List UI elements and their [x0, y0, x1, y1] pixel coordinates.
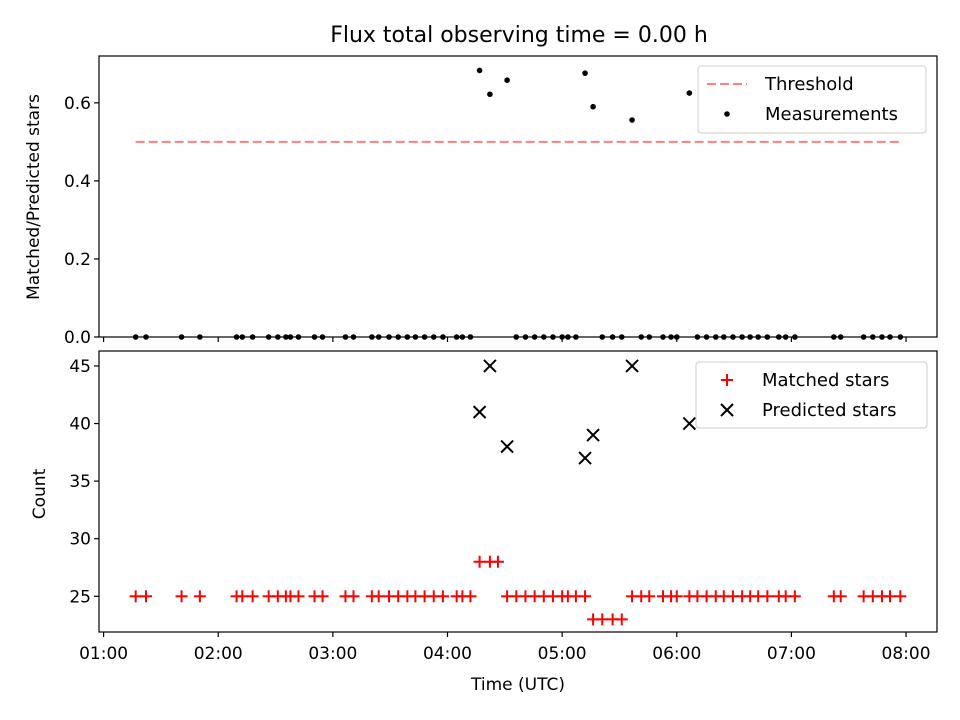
y-tick-label: 0.2	[64, 250, 91, 270]
predicted-stars-point	[578, 451, 592, 465]
matched-stars-point	[236, 590, 249, 603]
matched-stars-point	[140, 590, 153, 603]
x-tick-label: 04:00	[423, 644, 472, 664]
y-tick-label: 25	[69, 587, 91, 607]
matched-stars-point	[464, 590, 477, 603]
y-axis-label-counts: Count	[30, 468, 50, 519]
measurement-point	[590, 103, 596, 110]
predicted-stars-point	[682, 416, 697, 431]
x-tick-label: 02:00	[194, 644, 243, 664]
matched-stars-point	[246, 590, 259, 603]
legend-threshold-label: Threshold	[764, 74, 854, 95]
measurement-point	[487, 91, 493, 98]
panel-counts: 25 30 35 40 45 01:00 02:00 03:00 04:00 05:00 06:0…	[30, 350, 938, 695]
x-tick-label: 01:00	[79, 644, 128, 664]
y-tick-label: 0.6	[64, 94, 91, 114]
measurement-point	[582, 70, 588, 76]
measurement-point	[476, 67, 483, 74]
matched-stars-point	[643, 590, 656, 603]
y-tick-label: 0.0	[64, 328, 91, 348]
matched-stars-point	[372, 590, 385, 603]
y-axis-label-ratio: Matched/Predicted stars	[24, 94, 44, 300]
plot-frame-ratio	[98, 55, 938, 338]
matched-stars-point	[615, 613, 628, 626]
y-tick-label: 35	[69, 472, 91, 492]
x-tick-label: 06:00	[652, 644, 701, 664]
measurement-point	[686, 90, 693, 96]
matched-stars-point	[596, 613, 609, 626]
legend-counts: Matched stars Predicted stars	[695, 361, 928, 429]
predicted-stars-point	[500, 439, 514, 454]
matched-stars-point	[129, 590, 142, 603]
y-tick-label: 45	[69, 357, 91, 377]
legend-ratio: Threshold Measurements	[697, 65, 927, 134]
legend-matched-swatch	[721, 374, 733, 386]
panel-ratio: 0.0 0.2 0.4 0.6 Matched/Predicted stars Thr…	[24, 55, 938, 348]
predicted-stars-point	[472, 405, 487, 419]
y-tick-label: 0.4	[64, 172, 91, 192]
x-tick-label: 08:00	[882, 644, 931, 664]
matched-stars-point	[883, 590, 896, 603]
matched-stars-point	[788, 590, 801, 603]
matched-stars-point	[193, 590, 206, 603]
legend-measurements-label: Measurements	[765, 104, 898, 125]
matched-stars-point	[292, 590, 305, 603]
matched-stars-point	[761, 590, 774, 603]
legend-predicted-swatch	[720, 403, 734, 417]
y-tick-label: 40	[69, 415, 91, 435]
legend-matched-label: Matched stars	[762, 370, 889, 391]
measurement-point	[504, 77, 510, 83]
y-tick-label: 30	[69, 530, 91, 550]
predicted-stars-point	[625, 359, 639, 373]
plot-frame-counts	[98, 350, 938, 633]
matched-stars-point	[473, 555, 486, 568]
x-tick-label: 07:00	[767, 644, 816, 664]
predicted-stars-point	[483, 359, 497, 373]
matched-stars-point	[436, 590, 449, 603]
matched-stars-point	[491, 555, 504, 568]
x-tick-label: 05:00	[538, 644, 587, 664]
matched-stars-point	[347, 590, 360, 603]
matched-stars-point	[670, 590, 683, 603]
matched-stars-point	[175, 590, 188, 603]
legend-predicted-label: Predicted stars	[762, 400, 896, 421]
legend-measurements-swatch	[724, 111, 730, 117]
matched-stars-point	[316, 590, 329, 603]
x-axis-label: Time (UTC)	[470, 675, 565, 695]
predicted-stars-point	[586, 428, 600, 442]
measurement-point	[629, 117, 635, 123]
chart-title: Flux total observing time = 0.00 h	[330, 23, 708, 48]
matched-stars-point	[834, 590, 847, 603]
matched-stars-point	[894, 590, 907, 603]
x-tick-label: 03:00	[308, 644, 357, 664]
matched-stars-point	[579, 590, 592, 603]
